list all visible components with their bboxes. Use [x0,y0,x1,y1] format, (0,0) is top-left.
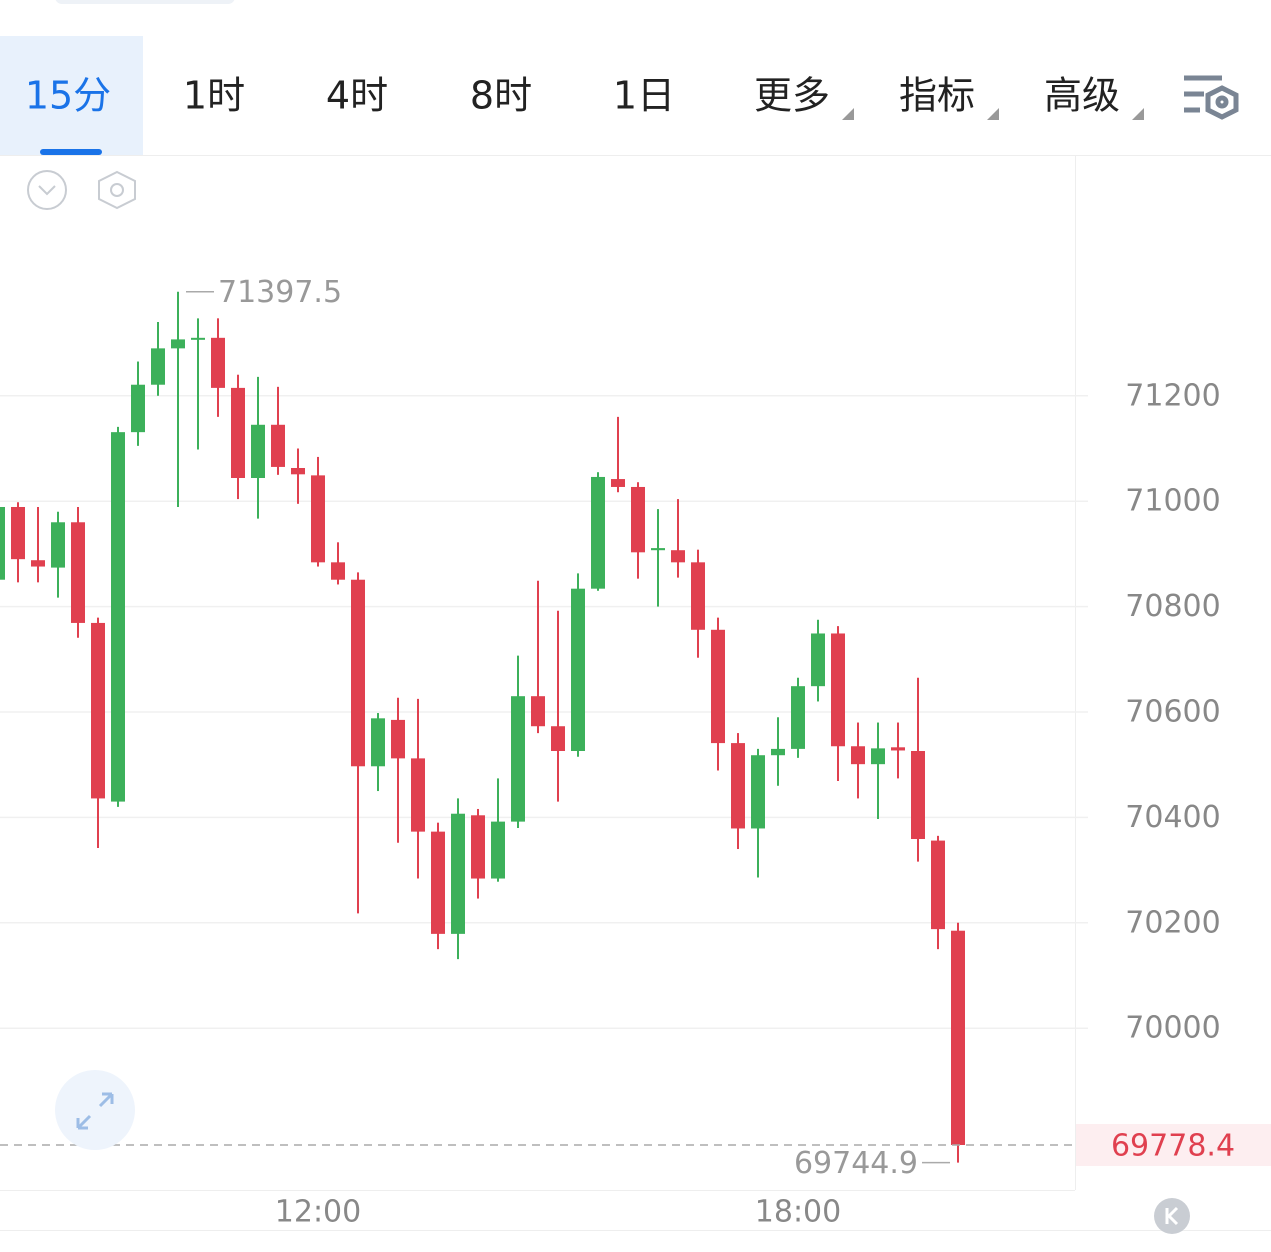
candle-body [171,339,185,349]
tab[interactable]: 4时 [326,74,388,118]
candle-body [31,560,45,567]
candle-body [391,719,405,759]
candle-body [931,840,945,930]
candle-body [191,337,205,340]
collapse-button[interactable] [27,170,67,210]
candle-body [611,479,625,487]
candle-body [631,486,645,553]
candle-body [811,633,825,687]
candle-body [651,548,665,551]
candle-body [851,746,865,765]
y-tick-label: 70200 [1125,905,1220,940]
candle-body [871,748,885,765]
y-tick-label: 70400 [1125,800,1220,835]
settings-button[interactable] [98,170,136,210]
candle-body [431,831,445,934]
candle-body [551,726,565,751]
candle-body [751,755,765,829]
candle-body [711,629,725,744]
candle-body [131,384,145,433]
collapse-chevron [38,185,56,196]
y-tick-label: 70000 [1125,1011,1220,1046]
candle-body [111,432,125,802]
candle-body [231,387,245,479]
candle-body [591,476,605,589]
k-icon [1165,1206,1179,1226]
candle-body [831,633,845,747]
candle-body [791,686,805,749]
x-tick-label: 18:00 [755,1195,841,1230]
candle-body [571,588,585,751]
candle-body [771,748,785,756]
candle-body [531,696,545,727]
y-tick-label: 70600 [1125,694,1220,729]
tab[interactable]: 8时 [470,74,532,118]
tab[interactable]: 指标 [899,74,975,118]
candle-body [291,467,305,475]
expand-icon [76,1092,114,1130]
last-price-bg [1076,1123,1271,1166]
candle-body [11,506,25,560]
y-tick-label: 70800 [1125,589,1220,624]
candle-body [0,506,5,580]
candle-body [251,424,265,479]
candle-body [891,747,905,751]
expand-button[interactable] [55,1070,135,1150]
candle-body [351,579,365,767]
candle-body [271,424,285,467]
candle-body [311,475,325,563]
candle-body [211,337,225,388]
settings-dot [110,183,124,197]
tab[interactable]: 15分 [25,74,111,118]
y-tick-label: 71200 [1125,378,1220,413]
candle-body [451,813,465,934]
x-tick-label: 12:00 [275,1195,361,1230]
top-handle [55,0,235,4]
candle-body [51,522,65,568]
candle-body [511,696,525,822]
tab[interactable]: 1日 [613,74,675,118]
active-tab-bg [0,36,143,155]
k-button[interactable] [1154,1198,1190,1234]
candle-body [491,821,505,879]
tab[interactable]: 更多 [754,74,830,118]
dropdown-caret [842,108,854,120]
candle-body [671,550,685,563]
dropdown-caret [1132,108,1144,120]
last-price-label: 69778.4 [1111,1128,1235,1163]
candle-body [371,718,385,767]
max-label: 71397.5 [218,275,342,310]
candle-body [951,930,965,1145]
y-tick-label: 71000 [1125,484,1220,519]
dropdown-caret [987,108,999,120]
candle-body [91,622,105,799]
candle-body [691,562,705,630]
candle-body [731,743,745,829]
candle-body [411,758,425,832]
candle-body [471,815,485,879]
active-tab-underline [40,149,102,155]
settings-icon[interactable] [1184,75,1239,120]
candle-body [331,562,345,580]
candle-body [911,750,925,840]
tab[interactable]: 1时 [183,74,245,118]
candle-body [71,522,85,623]
tab[interactable]: 高级 [1044,74,1120,118]
candle-body [151,348,165,385]
min-label: 69744.9 [794,1146,918,1181]
